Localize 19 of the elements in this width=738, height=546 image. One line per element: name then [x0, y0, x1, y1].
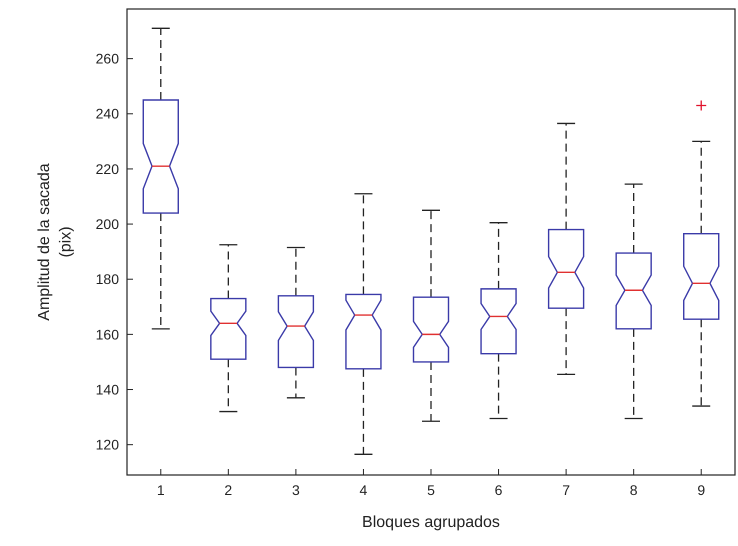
x-tick-label: 9 [697, 482, 706, 498]
x-tick-label: 1 [156, 482, 165, 498]
x-tick-label: 5 [427, 482, 436, 498]
y-tick-label: 260 [96, 50, 120, 67]
y-axis-title: Amplitud de la sacada (pix) [36, 163, 75, 321]
y-tick-label: 240 [96, 106, 120, 122]
x-axis-title: Bloques agrupados [362, 514, 500, 531]
y-tick-label: 160 [96, 326, 120, 342]
y-tick-label: 120 [96, 436, 120, 453]
x-tick-label: 8 [630, 482, 638, 498]
y-tick-label: 180 [96, 271, 120, 288]
x-tick-label: 6 [494, 482, 503, 498]
y-tick-label: 200 [96, 216, 120, 232]
x-tick-label: 3 [292, 482, 300, 498]
y-tick-label: 140 [96, 381, 120, 398]
x-tick-label: 7 [562, 482, 570, 498]
x-tick-label: 2 [224, 482, 232, 498]
x-tick-label: 4 [360, 482, 368, 498]
y-tick-label: 220 [96, 160, 120, 177]
